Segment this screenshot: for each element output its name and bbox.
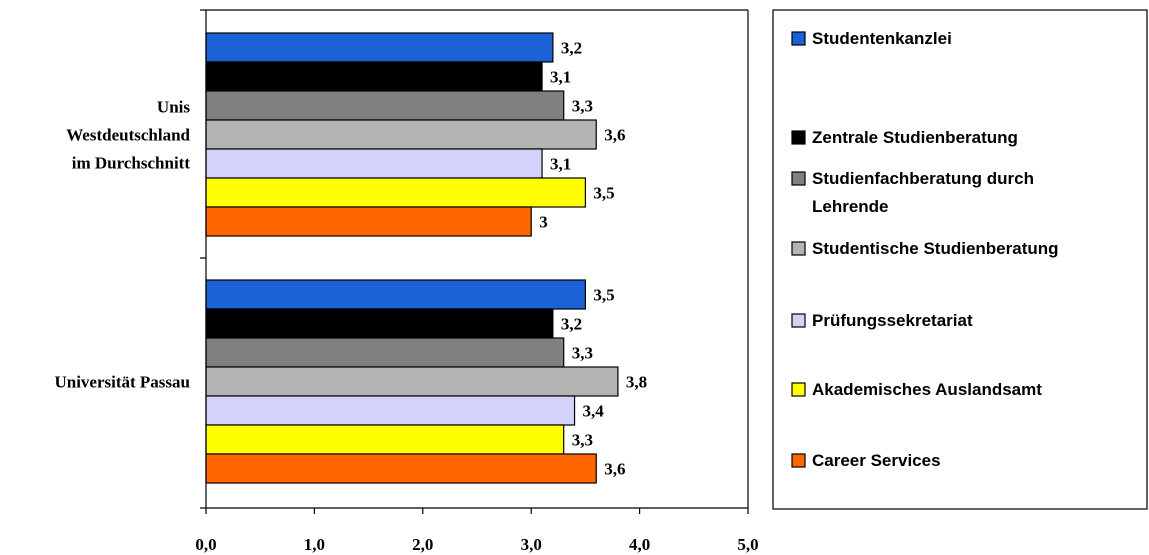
data-label: 3,6 — [604, 460, 625, 479]
legend-item: Zentrale Studienberatung — [791, 128, 1018, 147]
bar — [205, 337, 565, 368]
x-tick-label: 1,0 — [304, 535, 325, 554]
legend-swatch — [791, 171, 806, 186]
legend-item: Studienfachberatung durch Lehrende — [791, 169, 1034, 216]
bar — [205, 308, 554, 339]
legend-label: Akademisches Auslandsamt — [812, 380, 1042, 399]
data-label: 3,5 — [593, 286, 614, 305]
data-label: 3,1 — [550, 155, 571, 174]
bar — [205, 61, 543, 92]
legend-swatch — [791, 31, 806, 46]
legend-item: Studentenkanzlei — [791, 29, 952, 48]
legend-swatch — [791, 130, 806, 145]
data-label: 3,1 — [550, 68, 571, 87]
bars — [205, 32, 619, 484]
data-label: 3,4 — [583, 402, 605, 421]
x-tick-labels: 0,0 1,0 2,0 3,0 4,0 5,0 — [195, 535, 758, 554]
category-label: Unis — [157, 98, 190, 117]
legend-label: Career Services — [812, 451, 941, 470]
x-tick-label: 4,0 — [629, 535, 650, 554]
bar — [205, 90, 565, 121]
legend-frame — [772, 9, 1148, 510]
bar — [205, 279, 586, 310]
legend-label: Studentische Studienberatung — [812, 239, 1059, 258]
data-label: 3,3 — [572, 97, 593, 116]
legend-item: Career Services — [791, 451, 941, 470]
legend-label: Prüfungssekretariat — [812, 311, 973, 330]
category-labels: Unis Westdeutschland im Durchschnitt Univer… — [54, 98, 190, 392]
bar — [205, 32, 554, 63]
category-label: im Durchschnitt — [72, 154, 191, 173]
data-label: 3 — [539, 213, 548, 232]
data-label: 3,3 — [572, 431, 593, 450]
x-tick-label: 0,0 — [195, 535, 216, 554]
x-tick-label: 5,0 — [737, 535, 758, 554]
bar — [205, 119, 597, 150]
bar — [205, 177, 586, 208]
legend-item: Akademisches Auslandsamt — [791, 380, 1042, 399]
data-label: 3,3 — [572, 344, 593, 363]
data-labels: 3,23,13,33,63,13,533,53,23,33,83,43,33,6 — [539, 39, 647, 479]
category-label: Universität Passau — [54, 373, 190, 392]
category-label: Westdeutschland — [66, 126, 190, 145]
legend-label: Lehrende — [812, 197, 889, 216]
data-label: 3,8 — [626, 373, 647, 392]
bar — [205, 366, 619, 397]
x-tick-label: 3,0 — [521, 535, 542, 554]
legend-label: Studentenkanzlei — [812, 29, 952, 48]
data-label: 3,2 — [561, 315, 582, 334]
legend-label: Zentrale Studienberatung — [812, 128, 1018, 147]
data-label: 3,6 — [604, 126, 625, 145]
legend-swatch — [791, 313, 806, 328]
legend-item: Prüfungssekretariat — [791, 311, 973, 330]
data-label: 3,5 — [593, 184, 614, 203]
legend-item: Studentische Studienberatung — [791, 239, 1059, 258]
legend-swatch — [791, 382, 806, 397]
legend-swatch — [791, 241, 806, 256]
legend-swatch — [791, 453, 806, 468]
bar — [205, 424, 565, 455]
bar — [205, 148, 543, 179]
bar — [205, 206, 532, 237]
legend: Studentenkanzlei Zentrale Studienberatung… — [772, 9, 1148, 510]
bar — [205, 453, 597, 484]
x-tick-label: 2,0 — [412, 535, 433, 554]
axes — [200, 9, 749, 514]
legend-label: Studienfachberatung durch — [812, 169, 1034, 188]
data-label: 3,2 — [561, 39, 582, 58]
bar — [205, 395, 576, 426]
